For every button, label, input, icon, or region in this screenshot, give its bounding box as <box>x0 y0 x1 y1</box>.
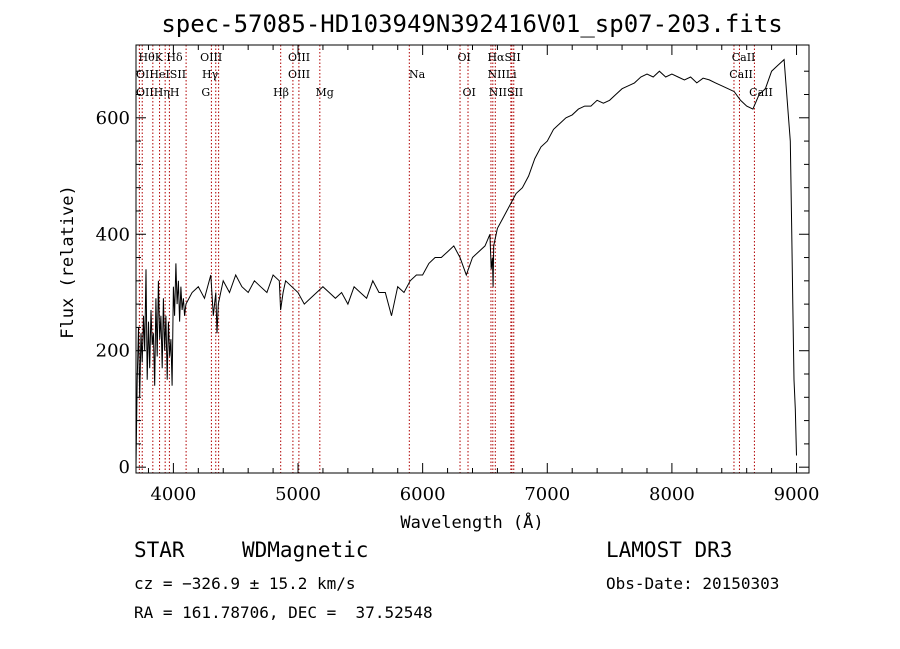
line-marker-label: OIII <box>288 51 310 64</box>
line-marker-label: OIIHηH <box>136 86 179 99</box>
line-marker-label: Mg <box>315 86 333 99</box>
line-marker-label: HαSII <box>487 51 520 64</box>
sky-coordinates: RA = 161.78706, DEC = 37.52548 <box>134 603 433 622</box>
line-marker-label: OIHeISII <box>136 68 186 81</box>
line-marker-label: HθK Hδ <box>138 51 183 64</box>
line-marker-label: NIISII <box>489 86 524 99</box>
x-tick-label: 5000 <box>275 484 321 505</box>
x-tick-label: 8000 <box>649 484 695 505</box>
emission-line-labels: HθK Hδ OIII OIII OI HαSII CaII OIHeISII Hγ OIII N… <box>136 51 773 99</box>
y-axis-label: Flux (relative) <box>58 185 78 339</box>
plot-frame <box>135 44 810 474</box>
line-marker-label: G <box>201 86 210 99</box>
y-tick-label: 400 <box>96 224 130 245</box>
line-marker-label: CaII <box>732 51 756 64</box>
spectrum-line <box>135 58 797 468</box>
line-marker-label: NIILi <box>487 68 517 81</box>
object-class: STAR <box>134 538 185 562</box>
line-marker-label: OI <box>463 86 476 99</box>
x-axis-ticks: 4000 5000 6000 7000 8000 9000 <box>147 45 820 505</box>
object-subclass: WDMagnetic <box>242 538 369 562</box>
line-marker-label: Hβ <box>273 86 289 99</box>
line-marker-label: OIII <box>288 68 310 81</box>
line-marker-label: CaII <box>729 68 753 81</box>
x-tick-label: 7000 <box>524 484 570 505</box>
x-tick-label: 9000 <box>774 484 820 505</box>
redshift-cz: cz = −326.9 ± 15.2 km/s <box>134 574 356 593</box>
survey-name: LAMOST DR3 <box>606 538 733 562</box>
line-marker-label: Na <box>409 68 426 81</box>
emission-line-markers <box>138 45 755 473</box>
line-marker-label: OI <box>458 51 471 64</box>
chart-title: spec-57085-HD103949N392416V01_sp07-203.f… <box>161 10 782 38</box>
x-axis-label: Wavelength (Å) <box>400 511 543 533</box>
x-tick-label: 4000 <box>150 484 196 505</box>
y-tick-label: 600 <box>96 108 130 129</box>
y-tick-label: 200 <box>96 341 130 362</box>
line-marker-label: OIII <box>200 51 222 64</box>
y-axis-ticks: 0 200 400 600 <box>96 70 809 478</box>
y-tick-label: 0 <box>119 457 130 478</box>
line-marker-label: Hγ <box>202 68 219 81</box>
observation-date: Obs-Date: 20150303 <box>606 574 780 593</box>
x-tick-label: 6000 <box>400 484 446 505</box>
